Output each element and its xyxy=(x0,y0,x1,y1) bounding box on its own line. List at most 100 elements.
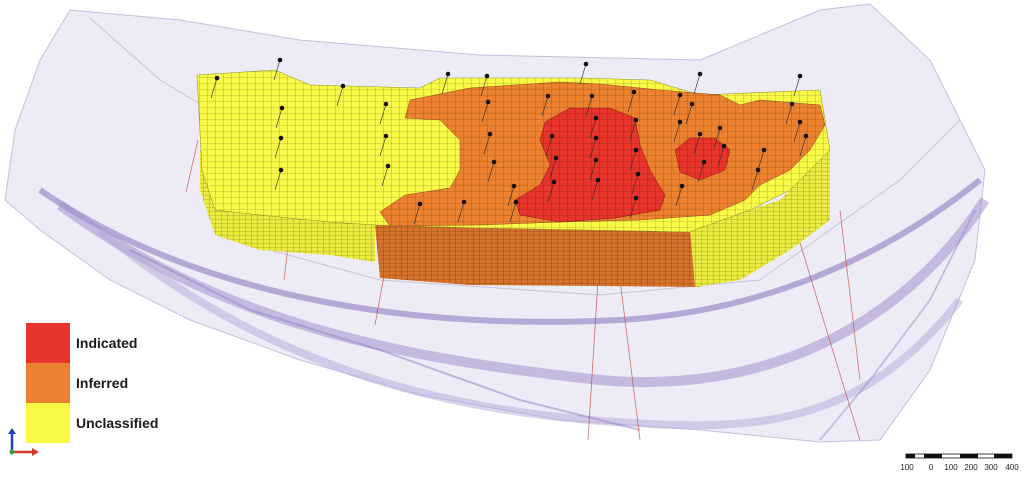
legend-item-indicated: Indicated xyxy=(26,323,176,363)
drillhole-collar xyxy=(278,135,284,141)
drillhole-collar xyxy=(721,143,727,149)
drillhole-collar xyxy=(551,179,557,185)
drillhole-stem xyxy=(507,185,515,207)
drillhole-collar xyxy=(697,131,703,137)
drillhole-stem xyxy=(381,165,389,187)
drillhole-stem xyxy=(480,75,488,97)
drillhole-stem xyxy=(631,173,639,195)
drillhole-stem xyxy=(274,137,282,159)
drillhole-stem xyxy=(210,77,218,99)
drillhole-collar xyxy=(277,57,283,63)
drillhole-stem xyxy=(481,101,489,123)
drillhole-stem xyxy=(589,159,597,181)
drillhole-stem xyxy=(275,107,283,129)
drillhole-collar xyxy=(635,171,641,177)
drillhole-collar xyxy=(797,119,803,125)
drillhole-collar xyxy=(385,163,391,169)
drillhole-collar xyxy=(789,101,795,107)
drillhole-stem xyxy=(629,197,637,219)
scale-label: 200 xyxy=(964,463,978,472)
drillhole-stem xyxy=(717,145,725,167)
drillhole-stem xyxy=(629,119,637,141)
legend-label-indicated: Indicated xyxy=(76,335,138,351)
drillhole-stem xyxy=(379,103,387,125)
drillhole-stem xyxy=(685,103,693,125)
drillhole-stem xyxy=(549,157,557,179)
drillhole-collar xyxy=(633,117,639,123)
legend-label-unclassified: Unclassified xyxy=(76,415,159,431)
drillhole-collar xyxy=(491,159,497,165)
drillhole-collar xyxy=(677,92,683,98)
drillhole-collar xyxy=(485,99,491,105)
drillhole-stem xyxy=(799,135,807,157)
drillhole-stem xyxy=(336,85,344,107)
scale-bar-graphic xyxy=(905,453,1013,459)
drillhole-collar xyxy=(701,159,707,165)
orientation-axes-icon xyxy=(8,428,39,456)
drillhole-stem xyxy=(487,161,495,183)
drillhole-stem xyxy=(541,95,549,117)
drillhole-stem xyxy=(793,75,801,97)
drillhole-collar xyxy=(553,155,559,161)
drillhole-collar xyxy=(631,89,637,95)
drillhole-collar xyxy=(589,93,595,99)
legend-item-unclassified: Unclassified xyxy=(26,403,176,443)
drillhole-stem xyxy=(675,185,683,207)
drillhole-collar xyxy=(593,157,599,163)
drillhole-collar xyxy=(593,135,599,141)
drillhole-collar xyxy=(383,101,389,107)
drillhole-stem xyxy=(579,63,587,85)
drillhole-stem xyxy=(274,169,282,191)
drillhole-collar xyxy=(697,71,703,77)
drillhole-collar xyxy=(484,73,490,79)
drillhole-collar xyxy=(677,119,683,125)
drillhole-stem xyxy=(591,179,599,201)
drillhole-stem xyxy=(793,121,801,143)
drillhole-stem xyxy=(697,161,705,183)
scale-label: 300 xyxy=(984,463,998,472)
drillhole-stem xyxy=(273,59,281,81)
drillhole-stem xyxy=(483,133,491,155)
drillhole-collars xyxy=(210,57,809,225)
drillhole-collar xyxy=(340,83,346,89)
classification-legend: Indicated Inferred Unclassified xyxy=(26,323,176,443)
drillhole-stem xyxy=(379,135,387,157)
drillhole-stem xyxy=(629,149,637,171)
drillhole-collar xyxy=(383,133,389,139)
scale-label: 100 xyxy=(944,463,958,472)
drillhole-collar xyxy=(633,195,639,201)
drillhole-stem xyxy=(673,94,681,116)
drillhole-stem xyxy=(457,201,465,223)
drillhole-stem xyxy=(545,135,553,157)
drillhole-traces xyxy=(185,139,861,441)
drillhole-collar xyxy=(633,147,639,153)
drillhole-stem xyxy=(693,133,701,155)
drillhole-collar xyxy=(593,115,599,121)
drillhole-stem xyxy=(751,169,759,191)
drillhole-stem xyxy=(547,181,555,203)
drillhole-collar xyxy=(761,147,767,153)
drillhole-collar xyxy=(461,199,467,205)
drillhole-collar xyxy=(513,199,519,205)
drillhole-collar xyxy=(278,167,284,173)
drillhole-collar xyxy=(595,177,601,183)
drillhole-stem xyxy=(693,73,701,95)
drillhole-collar xyxy=(417,201,423,207)
legend-swatch-inferred xyxy=(26,363,70,403)
scale-label: 100 xyxy=(900,463,914,472)
legend-swatch-unclassified xyxy=(26,403,70,443)
scale-label: 400 xyxy=(1005,463,1019,472)
block-model-top xyxy=(196,69,831,233)
drillhole-stem xyxy=(509,201,517,223)
drillhole-collar xyxy=(214,75,220,81)
drillhole-collar xyxy=(689,101,695,107)
drillhole-collar xyxy=(487,131,493,137)
drillhole-stem xyxy=(585,95,593,117)
drillhole-collar xyxy=(549,133,555,139)
legend-label-inferred: Inferred xyxy=(76,375,129,391)
drillhole-stem xyxy=(713,127,721,149)
drillhole-collar xyxy=(797,73,803,79)
drillhole-collar xyxy=(679,183,685,189)
drillhole-stem xyxy=(589,117,597,139)
